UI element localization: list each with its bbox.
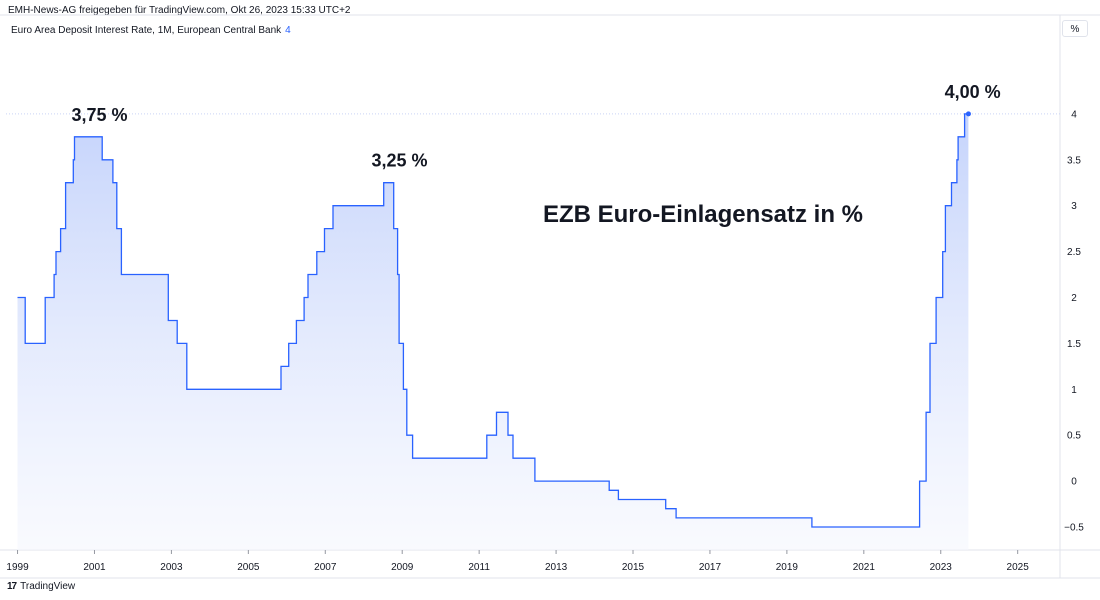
series-caption: Euro Area Deposit Interest Rate, 1M, Eur… — [11, 25, 291, 36]
y-tick-label: 4 — [1071, 109, 1077, 120]
y-tick-label: 2.5 — [1067, 247, 1081, 258]
chart-title: EZB Euro-Einlagensatz in % — [543, 201, 863, 228]
peak-annotation: 3,75 % — [71, 105, 127, 125]
last-value-point[interactable] — [965, 111, 971, 117]
x-tick-label: 2021 — [853, 562, 876, 573]
series-line[interactable] — [17, 113, 969, 528]
series-count[interactable]: 4 — [285, 25, 291, 36]
series-title: Euro Area Deposit Interest Rate, 1M, Eur… — [11, 25, 282, 36]
y-tick-label: −0.5 — [1064, 523, 1084, 534]
series-area — [17, 113, 969, 551]
y-tick-label: 2 — [1071, 293, 1077, 304]
y-tick-label: 1 — [1071, 385, 1077, 396]
x-tick-label: 2023 — [930, 562, 953, 573]
y-tick-label: 3 — [1071, 201, 1077, 212]
x-tick-label: 2001 — [83, 562, 106, 573]
brand-label: TradingView — [20, 581, 76, 592]
y-tick-label: 1.5 — [1067, 339, 1081, 350]
y-tick-label: 0 — [1071, 477, 1077, 488]
x-tick-label: 2015 — [622, 562, 645, 573]
x-tick-label: 2013 — [545, 562, 568, 573]
x-tick-label: 2019 — [776, 562, 799, 573]
x-tick-label: 1999 — [6, 562, 29, 573]
x-tick-label: 2007 — [314, 562, 337, 573]
x-tick-label: 2009 — [391, 562, 414, 573]
x-tick-label: 2003 — [160, 562, 183, 573]
x-tick-label: 2025 — [1007, 562, 1030, 573]
unit-toggle-button[interactable]: % — [1062, 20, 1088, 37]
tradingview-brand[interactable]: 17 TradingView — [7, 581, 75, 592]
peak-annotation: 3,25 % — [371, 151, 427, 171]
y-tick-label: 0.5 — [1067, 431, 1081, 442]
y-tick-label: 3.5 — [1067, 155, 1081, 166]
peak-annotation: 4,00 % — [945, 82, 1001, 102]
x-tick-label: 2005 — [237, 562, 260, 573]
publish-caption: EMH-News-AG freigegeben für TradingView.… — [8, 5, 351, 16]
tradingview-logo-icon: 17 — [7, 581, 17, 592]
x-tick-label: 2017 — [699, 562, 722, 573]
x-tick-label: 2011 — [468, 562, 490, 573]
